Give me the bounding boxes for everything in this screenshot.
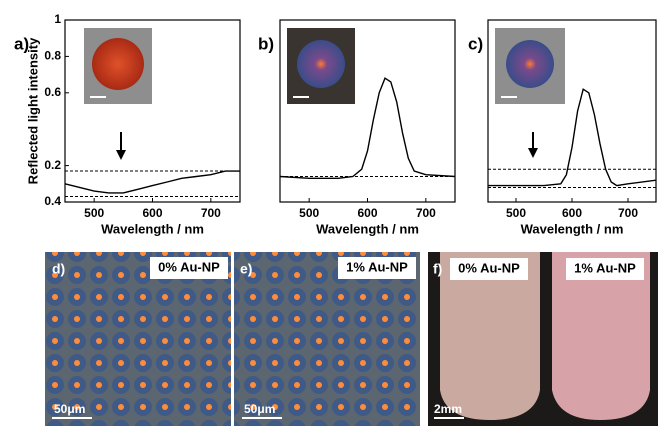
spectrum	[279, 77, 456, 179]
spectrum	[64, 170, 240, 194]
x-tick-label: 600	[357, 206, 377, 220]
arrow	[116, 132, 126, 160]
tag-box	[338, 257, 416, 279]
y-tick-label: 0.2	[44, 158, 61, 172]
y-axis-label: Reflected light intensity	[25, 37, 40, 184]
x-tick-label: 500	[506, 206, 526, 220]
x-axis-label: Wavelength / nm	[521, 221, 624, 236]
panel-label: c)	[468, 34, 483, 53]
y-tick-label: 0.4	[44, 194, 61, 208]
spectrum	[488, 88, 657, 187]
x-tick-label: 600	[562, 206, 582, 220]
x-tick-label: 600	[142, 206, 162, 220]
x-axis-label: Wavelength / nm	[316, 221, 419, 236]
droplet	[92, 38, 144, 90]
tag: 1% Au-NP	[574, 260, 636, 275]
tag-box	[566, 258, 644, 280]
y-tick-label: 0.8	[44, 49, 61, 63]
panel-label: b)	[258, 34, 274, 53]
panel-label: e)	[240, 261, 252, 277]
scale-label: 50μm	[244, 402, 275, 416]
x-tick-label: 700	[618, 206, 638, 220]
tag: 0% Au-NP	[158, 259, 220, 274]
panel-label: f)	[433, 261, 442, 277]
x-axis-label: Wavelength / nm	[101, 221, 204, 236]
droplet	[506, 40, 554, 88]
x-tick-label: 500	[299, 206, 319, 220]
photo	[45, 252, 231, 426]
vial	[552, 252, 650, 420]
vial	[440, 252, 540, 420]
droplet	[297, 40, 345, 88]
y-tick-label: 0.6	[44, 85, 61, 99]
tag-box	[150, 257, 228, 279]
photo	[234, 252, 420, 426]
tag-box	[450, 258, 528, 280]
tag: 1% Au-NP	[346, 259, 408, 274]
x-tick-label: 700	[201, 206, 221, 220]
panel-label: d)	[52, 261, 65, 277]
x-tick-label: 700	[416, 206, 436, 220]
arrow	[528, 132, 538, 158]
scale-label: 2mm	[434, 402, 462, 416]
panel-label: a)	[14, 34, 29, 53]
scale-label: 50μm	[54, 402, 85, 416]
x-tick-label: 500	[84, 206, 104, 220]
tag: 0% Au-NP	[458, 260, 520, 275]
y-tick-label: 1	[54, 12, 61, 26]
